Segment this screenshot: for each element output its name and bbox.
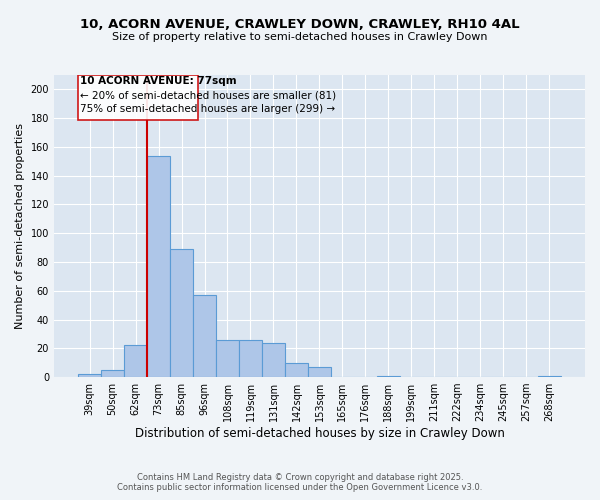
Text: Contains HM Land Registry data © Crown copyright and database right 2025.
Contai: Contains HM Land Registry data © Crown c…: [118, 473, 482, 492]
Bar: [78, 374, 101, 377]
Bar: [170, 249, 193, 377]
Bar: [377, 376, 400, 377]
Y-axis label: Number of semi-detached properties: Number of semi-detached properties: [15, 123, 25, 329]
Bar: [285, 362, 308, 377]
Bar: [308, 367, 331, 377]
Bar: [124, 346, 147, 377]
Bar: [78, 75, 197, 120]
Text: 75% of semi-detached houses are larger (299) →: 75% of semi-detached houses are larger (…: [80, 104, 335, 114]
Text: ← 20% of semi-detached houses are smaller (81): ← 20% of semi-detached houses are smalle…: [80, 90, 337, 100]
Text: 10 ACORN AVENUE: 77sqm: 10 ACORN AVENUE: 77sqm: [80, 76, 237, 86]
Bar: [239, 340, 262, 377]
Bar: [193, 295, 216, 377]
Bar: [147, 156, 170, 377]
Bar: [538, 376, 561, 377]
X-axis label: Distribution of semi-detached houses by size in Crawley Down: Distribution of semi-detached houses by …: [134, 427, 505, 440]
Bar: [262, 342, 285, 377]
Text: Size of property relative to semi-detached houses in Crawley Down: Size of property relative to semi-detach…: [112, 32, 488, 42]
Text: 10, ACORN AVENUE, CRAWLEY DOWN, CRAWLEY, RH10 4AL: 10, ACORN AVENUE, CRAWLEY DOWN, CRAWLEY,…: [80, 18, 520, 30]
Bar: [101, 370, 124, 377]
Bar: [216, 340, 239, 377]
